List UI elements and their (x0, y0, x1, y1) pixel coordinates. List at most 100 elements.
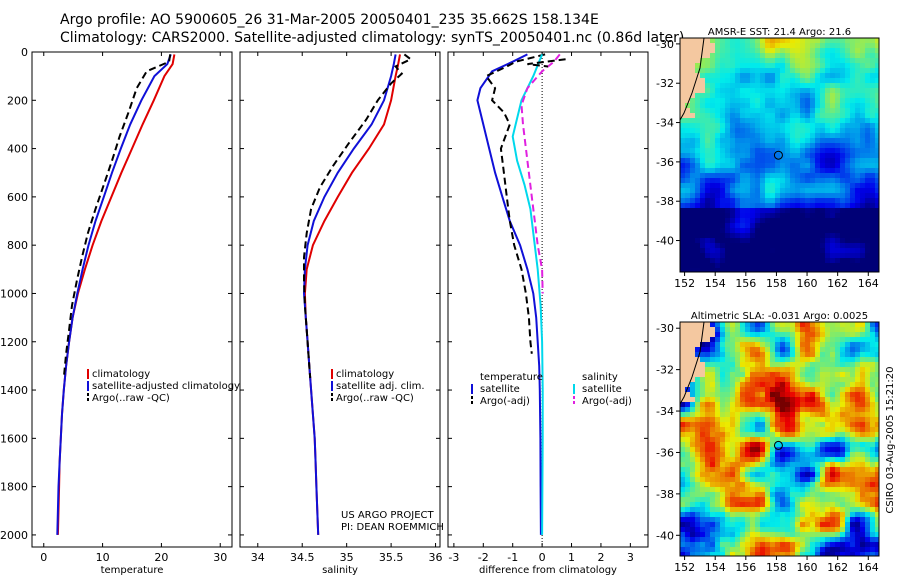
map-cell (805, 332, 810, 337)
map-cell (695, 173, 700, 178)
map-cell (700, 482, 705, 487)
map-cell (755, 397, 760, 402)
map-cell (795, 83, 800, 88)
map-cell (855, 377, 860, 382)
map-cell (830, 203, 835, 208)
map-cell (700, 188, 705, 193)
map-cell (750, 367, 755, 372)
map-cell (775, 63, 780, 68)
map-cell (755, 78, 760, 83)
map-cell (715, 462, 720, 467)
map-cell (810, 258, 815, 263)
map-cell (765, 238, 770, 243)
map-cell (715, 467, 720, 472)
map-cell (755, 103, 760, 108)
map-cell (705, 143, 710, 148)
map-cell (820, 243, 825, 248)
map-cell (770, 377, 775, 382)
map-cell (810, 467, 815, 472)
map-cell (745, 218, 750, 223)
map-cell (825, 417, 830, 422)
map-cell (700, 452, 705, 457)
map-cell (685, 213, 690, 218)
map-cell (870, 512, 875, 517)
map-cell (710, 352, 715, 357)
map-cell (835, 322, 840, 327)
map-cell (775, 128, 780, 133)
map-cell (745, 133, 750, 138)
map-cell (730, 88, 735, 93)
map-cell (825, 68, 830, 73)
map-cell (815, 482, 820, 487)
map-cell (725, 552, 730, 557)
map-cell (690, 243, 695, 248)
map-cell (835, 268, 840, 273)
map-cell (835, 233, 840, 238)
land-cell (695, 362, 700, 367)
map-cell (715, 163, 720, 168)
map-cell (705, 357, 710, 362)
map-cell (750, 357, 755, 362)
map-mask (879, 320, 900, 558)
map-cell (695, 512, 700, 517)
map-cell (745, 223, 750, 228)
map-cell (850, 158, 855, 163)
map-cell (750, 427, 755, 432)
map-cell (850, 432, 855, 437)
map-cell (720, 542, 725, 547)
map-cell (755, 347, 760, 352)
map-cell (685, 502, 690, 507)
map-cell (795, 93, 800, 98)
map-cell (760, 487, 765, 492)
map-cell (740, 188, 745, 193)
map-cell (830, 53, 835, 58)
map-cell (835, 412, 840, 417)
map-cell (825, 118, 830, 123)
map-cell (760, 522, 765, 527)
map-cell (870, 48, 875, 53)
map-cell (710, 88, 715, 93)
map-cell (775, 218, 780, 223)
map-cell (695, 532, 700, 537)
map-cell (785, 392, 790, 397)
map-cell (815, 253, 820, 258)
map-cell (835, 327, 840, 332)
map-cell (825, 123, 830, 128)
map-cell (785, 397, 790, 402)
map-cell (845, 113, 850, 118)
map-cell (825, 527, 830, 532)
map-cell (850, 352, 855, 357)
map-cell (870, 243, 875, 248)
map-cell (825, 432, 830, 437)
land-cell (685, 392, 690, 397)
map-cell (860, 218, 865, 223)
map-cell (865, 447, 870, 452)
map-cell (820, 128, 825, 133)
map-cell (790, 477, 795, 482)
map-cell (695, 223, 700, 228)
map-cell (875, 138, 880, 143)
map-cell (770, 322, 775, 327)
map-cell (775, 143, 780, 148)
map-cell (835, 123, 840, 128)
map-cell (750, 88, 755, 93)
map-cell (760, 322, 765, 327)
map-cell (825, 198, 830, 203)
map-cell (745, 148, 750, 153)
map-cell (830, 442, 835, 447)
map-cell (845, 367, 850, 372)
map-cell (840, 492, 845, 497)
map-cell (710, 158, 715, 163)
map-cell (805, 432, 810, 437)
map-cell (875, 512, 880, 517)
map-cell (780, 512, 785, 517)
map-cell (720, 153, 725, 158)
map-cell (725, 88, 730, 93)
map-cell (860, 193, 865, 198)
map-cell (805, 537, 810, 542)
map-cell (700, 128, 705, 133)
map-cell (755, 417, 760, 422)
map-cell (775, 437, 780, 442)
map-cell (680, 258, 685, 263)
